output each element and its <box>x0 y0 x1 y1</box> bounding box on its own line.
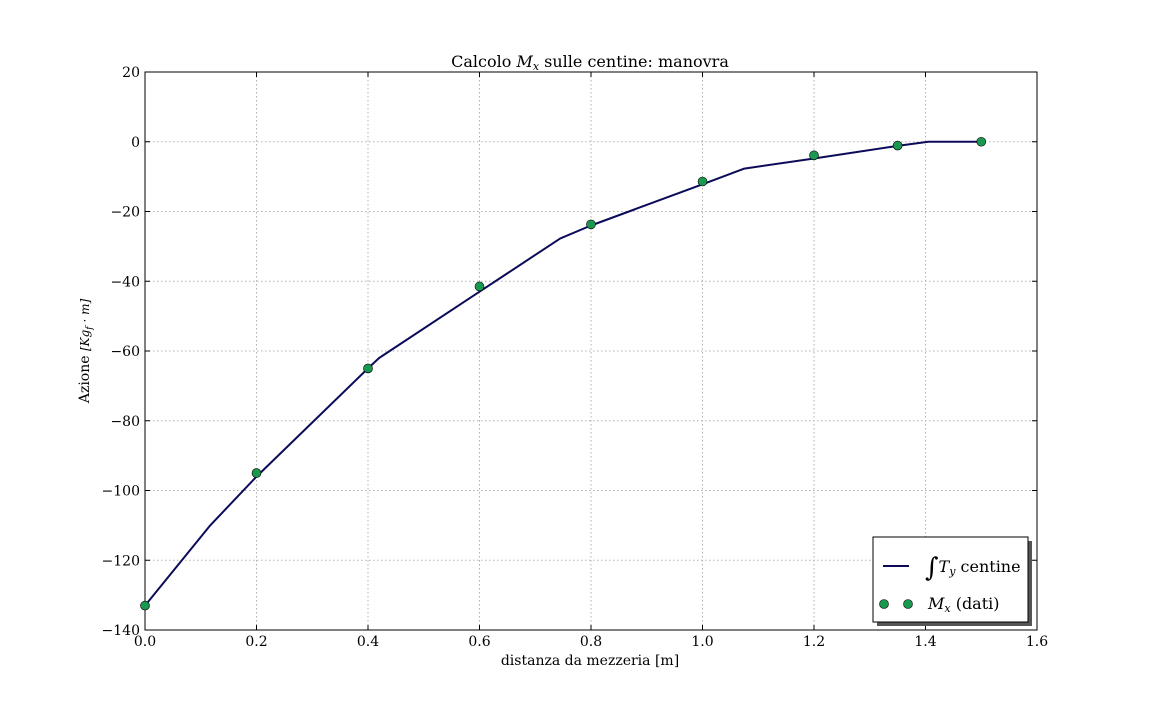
data-point <box>586 219 596 230</box>
y-tick-label: −40 <box>110 274 140 290</box>
y-tick-label: −20 <box>110 205 140 221</box>
series-line-integral <box>144 140 982 607</box>
legend-marker-swatch <box>903 599 913 609</box>
data-point <box>809 150 819 161</box>
chart-title-prefix: Calcolo <box>451 52 516 71</box>
y-tick-label: −140 <box>102 623 140 639</box>
y-tick-label: −80 <box>110 414 140 430</box>
y-axis-label-unit-sub: f <box>85 325 95 331</box>
legend-label-data: Mx (dati) <box>927 594 1000 615</box>
legend-integral-subscript: y <box>948 565 956 578</box>
y-tick-label: 20 <box>122 65 140 81</box>
x-tick-label: 0.6 <box>468 634 490 650</box>
data-point <box>474 281 485 292</box>
chart-title-symbol: M <box>515 52 533 71</box>
legend-integral-sign: ∫ <box>925 553 939 583</box>
x-tick-label: 0.8 <box>580 634 602 650</box>
x-axis-label: distanza da mezzeria [m] <box>501 653 679 669</box>
legend-integral-symbol: T <box>939 557 951 576</box>
data-point <box>140 600 150 611</box>
chart-title-suffix: sulle centine: manovra <box>539 52 729 71</box>
x-tick-label: 1.6 <box>1026 634 1048 650</box>
plot-frame <box>144 71 1038 631</box>
legend: ∫Ty centine Mx (dati) <box>872 536 1032 626</box>
legend-box <box>872 536 1029 623</box>
legend-integral-suffix: centine <box>955 557 1020 576</box>
y-tick-labels: 20 0 −20 −40 −60 −80 −100 −120 −140 <box>102 65 140 639</box>
legend-data-subscript: x <box>944 602 951 615</box>
legend-data-symbol: M <box>927 594 945 613</box>
x-tick-label: 0.2 <box>245 634 267 650</box>
y-tick-label: −60 <box>110 344 140 360</box>
chart-title-subscript: x <box>533 60 540 73</box>
x-tick-label: 1.0 <box>691 634 713 650</box>
y-tick-label: −100 <box>102 484 140 500</box>
data-point <box>363 363 373 374</box>
data-point <box>976 136 987 147</box>
legend-marker-swatch <box>879 599 889 609</box>
x-tick-labels: 0.0 0.2 0.4 0.6 0.8 1.0 1.2 1.4 1.6 <box>134 634 1048 650</box>
y-axis-label: Azione [Kgf · m] <box>77 299 95 405</box>
series-layer <box>140 136 987 611</box>
y-tick-label: 0 <box>131 135 140 151</box>
y-axis-label-unit-end: · m] <box>78 299 92 327</box>
y-tick-label: −120 <box>102 553 140 569</box>
x-tick-label: 1.2 <box>803 634 825 650</box>
x-tick-label: 0.4 <box>357 634 379 650</box>
x-tick-label: 1.4 <box>914 634 936 650</box>
data-point <box>697 176 708 187</box>
data-point <box>892 140 903 151</box>
y-axis-label-unit: [Kg <box>78 329 92 351</box>
chart-title: Calcolo Mx sulle centine: manovra <box>451 52 729 73</box>
x-tick-label: 0.0 <box>134 634 156 650</box>
legend-label-integral: ∫Ty centine <box>925 553 1021 583</box>
y-axis-label-text: Azione <box>77 351 93 404</box>
data-point <box>251 468 262 478</box>
legend-data-suffix: (dati) <box>951 594 1000 613</box>
